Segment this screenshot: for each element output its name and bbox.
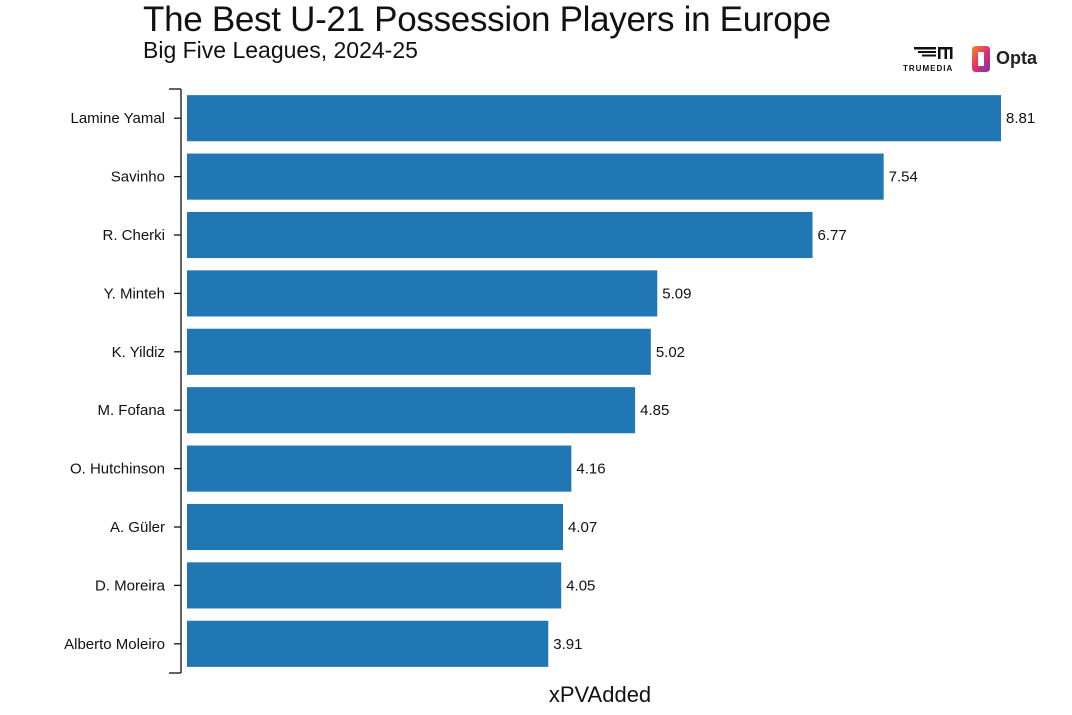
bar-value-label: 8.81 bbox=[1006, 110, 1035, 127]
y-tick-label: D. Moreira bbox=[95, 577, 166, 594]
bar-value-label: 4.07 bbox=[568, 519, 597, 536]
y-tick-label: M. Fofana bbox=[97, 402, 165, 419]
bar-value-label: 4.16 bbox=[576, 461, 605, 478]
y-tick-label: Alberto Moleiro bbox=[64, 636, 165, 653]
y-tick-label: Lamine Yamal bbox=[71, 110, 166, 127]
bar bbox=[187, 328, 651, 375]
opta-logo-text: Opta bbox=[996, 48, 1038, 68]
chart-subtitle: Big Five Leagues, 2024-25 bbox=[143, 37, 418, 63]
bar bbox=[187, 211, 813, 259]
bar-value-label: 3.91 bbox=[553, 636, 582, 653]
y-tick-label: K. Yildiz bbox=[112, 344, 165, 361]
bar-value-label: 5.02 bbox=[656, 344, 685, 361]
y-tick-label: O. Hutchinson bbox=[70, 461, 165, 478]
y-tick-label: Y. Minteh bbox=[104, 285, 165, 302]
bar-value-label: 7.54 bbox=[889, 169, 918, 186]
x-axis-label: xPVAdded bbox=[548, 682, 652, 707]
opta-logo-icon bbox=[972, 46, 990, 72]
bar bbox=[187, 270, 658, 317]
y-tick-label: Savinho bbox=[111, 169, 165, 186]
bar bbox=[187, 153, 884, 200]
y-tick-label: R. Cherki bbox=[102, 227, 165, 244]
bar bbox=[187, 95, 1001, 142]
trumedia-logo-text: TRUMEDIA bbox=[903, 64, 954, 73]
logo-area: TRUMEDIA Opta bbox=[900, 44, 1050, 76]
chart-title: The Best U-21 Possession Players in Euro… bbox=[143, 0, 831, 39]
bars-group bbox=[187, 95, 1001, 667]
bar-value-label: 5.09 bbox=[662, 285, 691, 302]
bar bbox=[187, 445, 572, 492]
y-axis bbox=[169, 88, 182, 674]
bar bbox=[187, 562, 562, 609]
trumedia-logo-icon bbox=[914, 47, 953, 59]
bar-value-label: 6.77 bbox=[818, 227, 847, 244]
bar bbox=[187, 503, 564, 551]
bar-value-label: 4.05 bbox=[566, 577, 595, 594]
bar bbox=[187, 387, 636, 434]
y-tick-label: A. Güler bbox=[110, 519, 165, 536]
labels-group: Lamine Yamal 8.81 Savinho 7.54 R. Cherki 6.77… bbox=[64, 110, 1035, 653]
bar bbox=[187, 620, 549, 667]
bar-value-label: 4.85 bbox=[640, 402, 669, 419]
